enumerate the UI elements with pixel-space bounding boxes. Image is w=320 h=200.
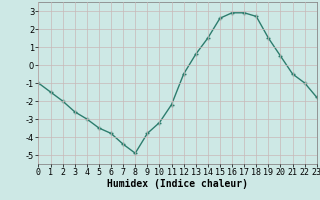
X-axis label: Humidex (Indice chaleur): Humidex (Indice chaleur) — [107, 179, 248, 189]
